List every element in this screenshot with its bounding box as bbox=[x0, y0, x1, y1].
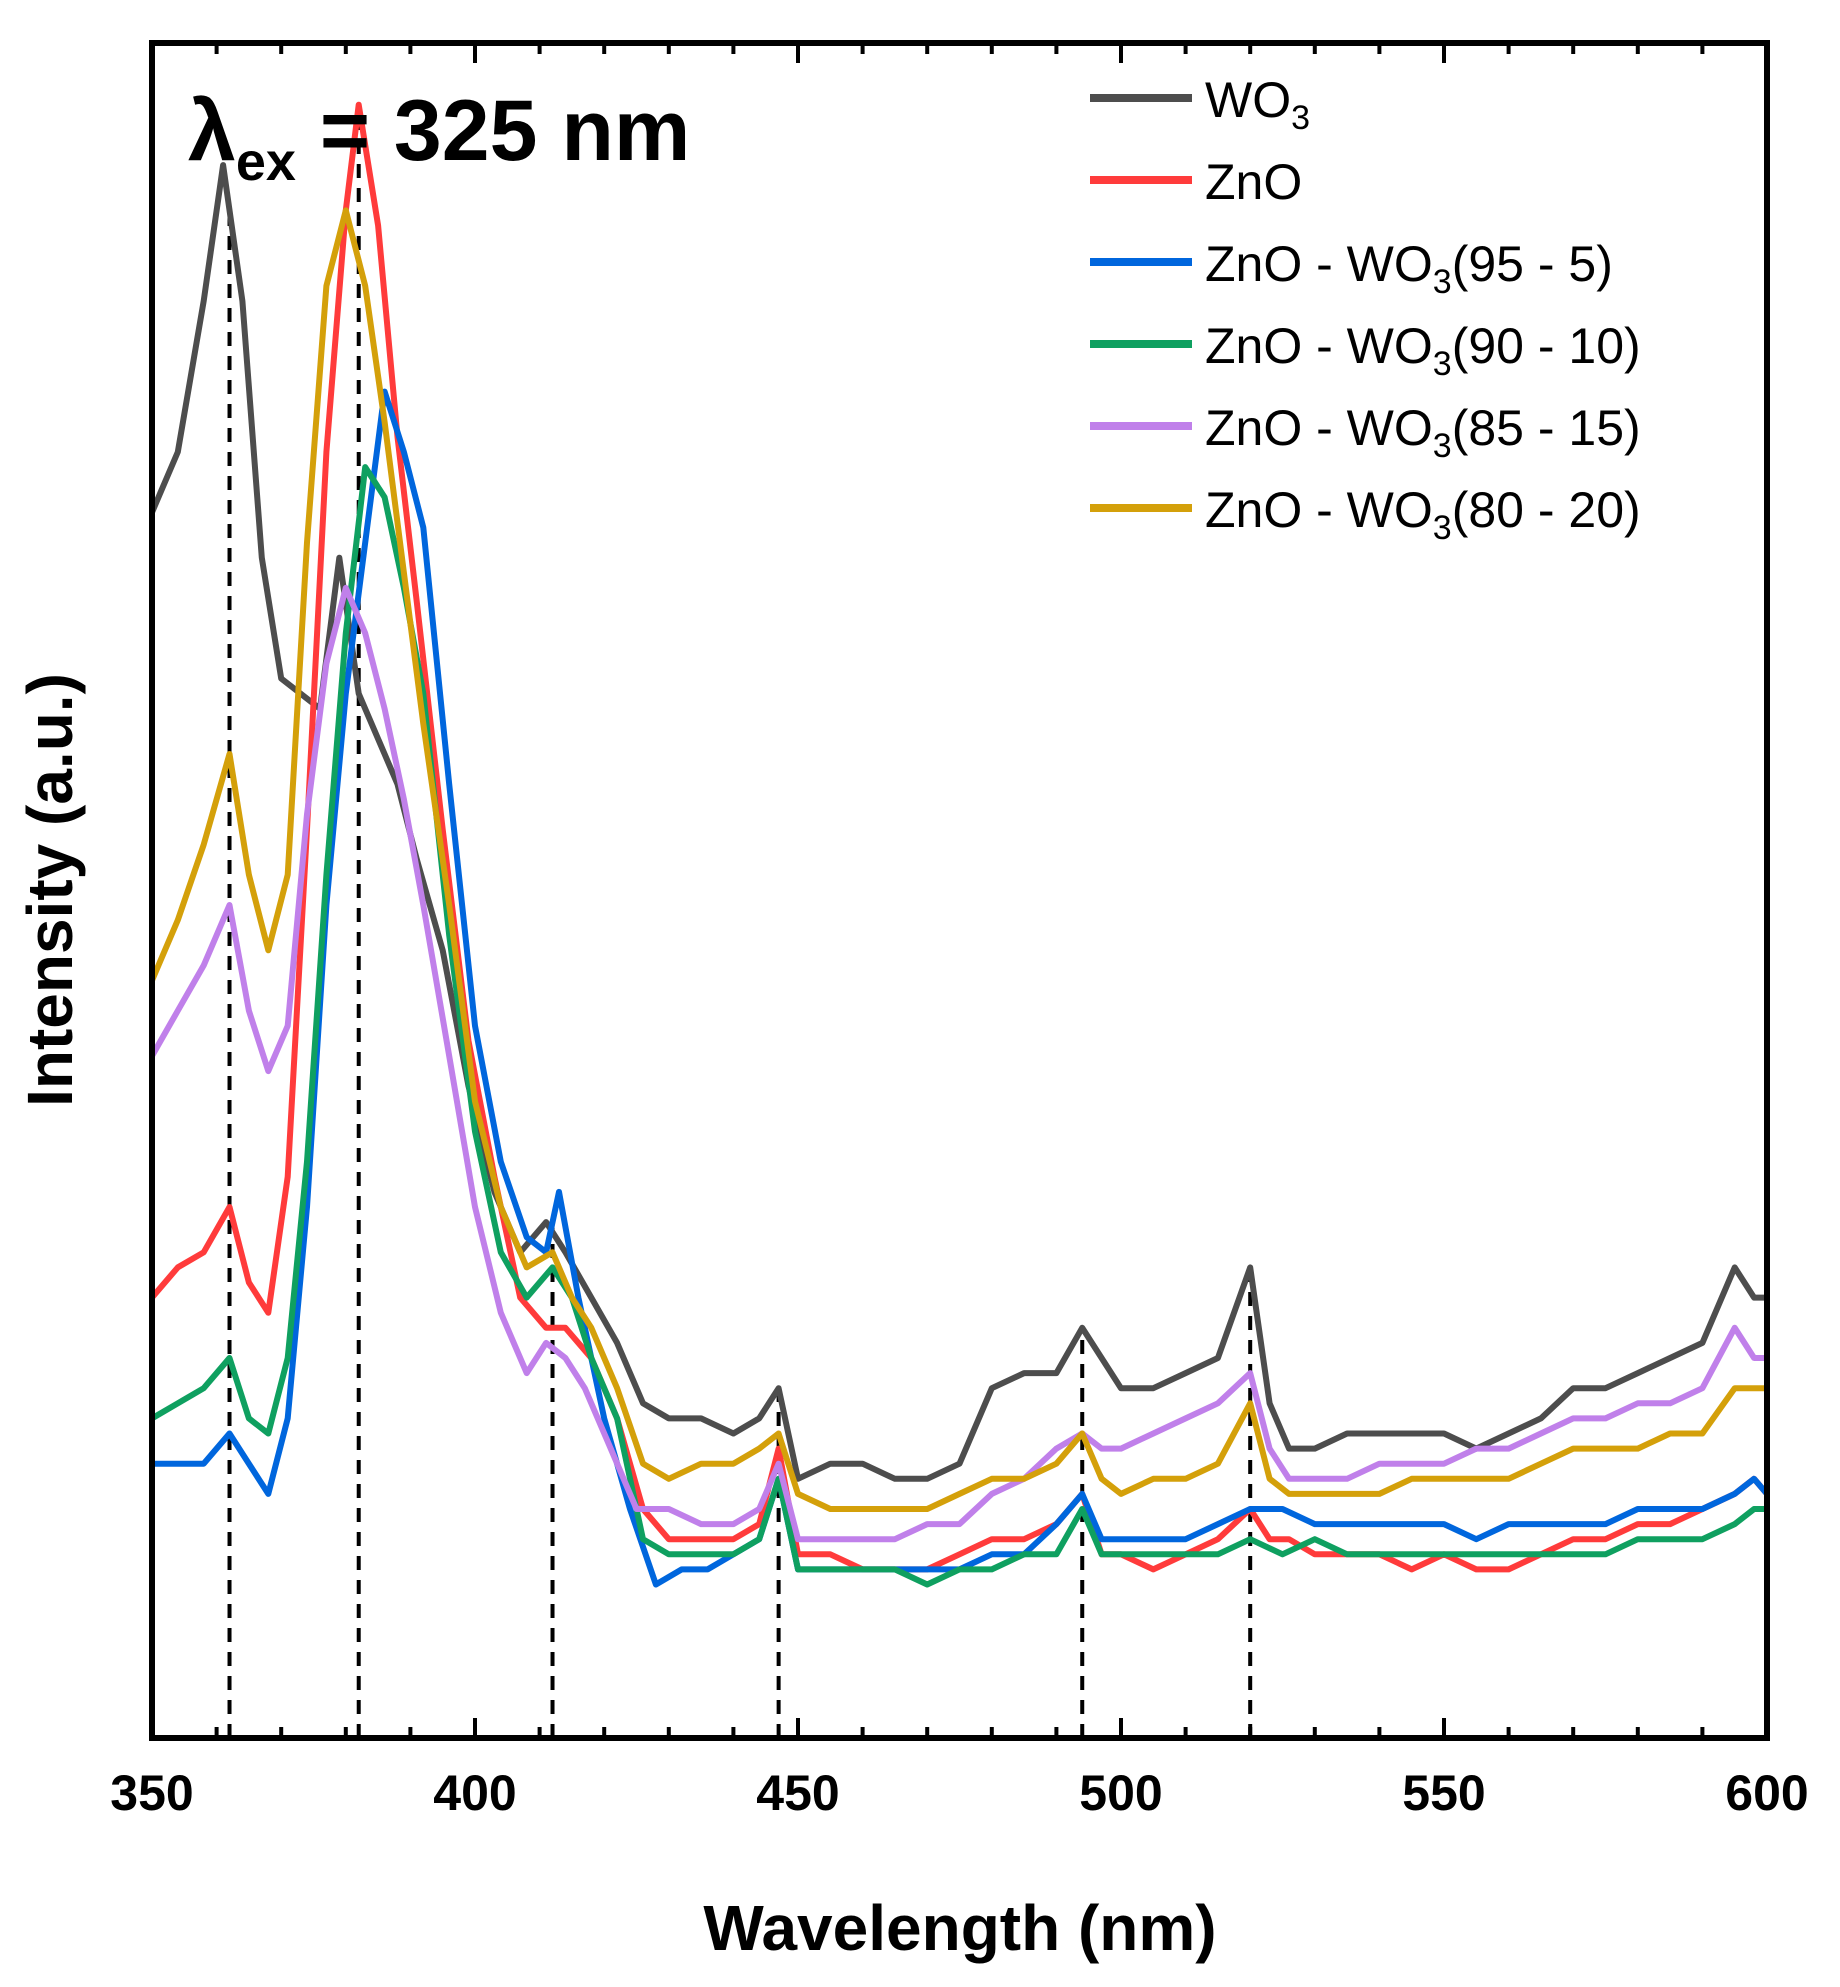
x-tick-label-400: 400 bbox=[433, 1765, 516, 1821]
series-line-0 bbox=[149, 162, 1770, 1482]
excitation-annotation: λex = 325 nm bbox=[188, 83, 690, 192]
legend-label-2: ZnO - WO3(95 - 5) bbox=[1205, 236, 1613, 301]
series-line-4 bbox=[149, 584, 1770, 1543]
legend-label-5: ZnO - WO3(80 - 20) bbox=[1205, 482, 1641, 547]
legend-label-0: WO3 bbox=[1205, 72, 1310, 137]
x-tick-label-600: 600 bbox=[1725, 1765, 1808, 1821]
annotation-value: = 325 nm bbox=[296, 83, 690, 179]
y-axis-title: Intensity (a.u.) bbox=[14, 673, 86, 1107]
annotation-subscript: ex bbox=[236, 132, 296, 192]
plot-frame bbox=[149, 40, 1770, 1741]
annotation-lambda: λ bbox=[188, 83, 236, 179]
legend-label-1: ZnO bbox=[1205, 154, 1302, 210]
x-tick-label-550: 550 bbox=[1402, 1765, 1485, 1821]
legend: WO3 ZnO ZnO - WO3(95 - 5) ZnO - WO3(90 - 10… bbox=[1090, 72, 1641, 547]
x-tick-label-500: 500 bbox=[1079, 1765, 1162, 1821]
x-axis-title: Wavelength (nm) bbox=[703, 1892, 1216, 1964]
x-tick-label-350: 350 bbox=[110, 1765, 193, 1821]
series-line-3 bbox=[149, 464, 1770, 1588]
legend-label-3: ZnO - WO3(90 - 10) bbox=[1205, 318, 1641, 383]
series-line-5 bbox=[149, 207, 1770, 1512]
x-axis: 350 400 450 500 550 600 bbox=[110, 43, 1809, 1821]
x-tick-label-450: 450 bbox=[756, 1765, 839, 1821]
legend-label-4: ZnO - WO3(85 - 15) bbox=[1205, 400, 1641, 465]
series-lines bbox=[149, 101, 1770, 1588]
